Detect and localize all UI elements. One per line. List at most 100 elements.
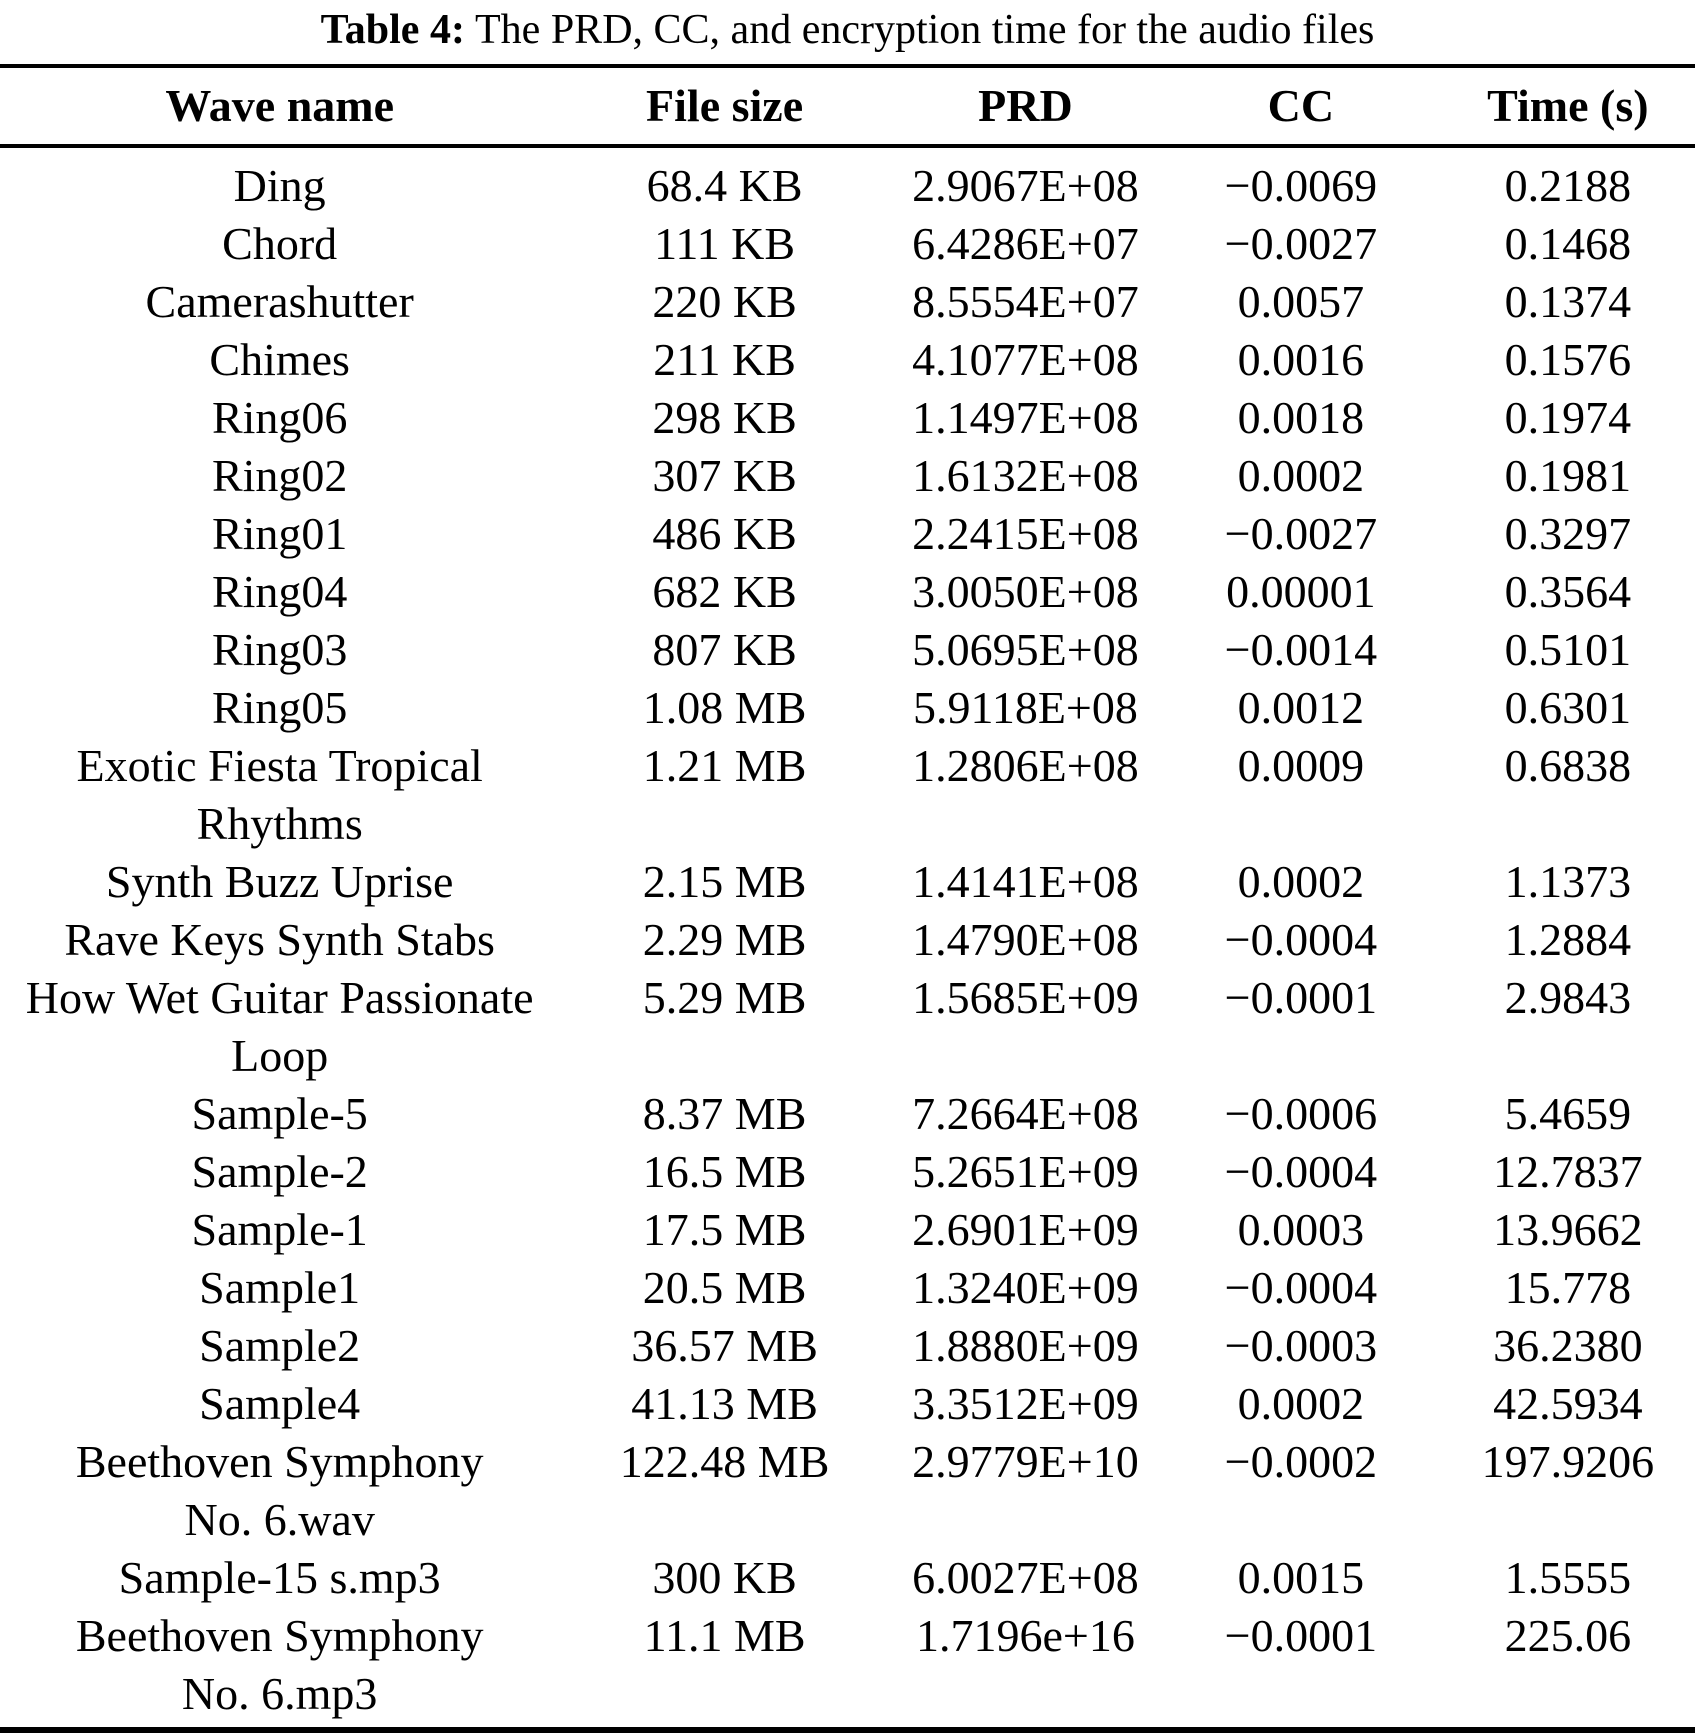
cell-file-size: 5.29 MB [642,972,807,1023]
cell-prd: 1.8880E+09 [912,1320,1139,1371]
cell-time: 0.6838 [1504,740,1632,791]
cell-time: 42.5934 [1493,1378,1643,1429]
cell-time: 0.3564 [1504,566,1632,617]
cell-wave-name: Sample1 [199,1262,361,1313]
cell-cc: −0.0014 [1224,624,1378,675]
cell-file-size: 307 KB [652,450,797,501]
cell-cc: −0.0003 [1224,1320,1378,1371]
cell-cc: −0.0006 [1224,1088,1378,1139]
table-row: Sample2 36.57 MB 1.8880E+09 −0.0003 36.2… [0,1317,1695,1375]
table-caption: Table 4: The PRD, CC, and encryption time… [0,0,1695,64]
cell-cc: 0.0057 [1237,276,1365,327]
cell-wave-name: Sample-1 [191,1204,368,1255]
cell-wave-name: Ring02 [211,450,348,501]
cell-prd: 1.4790E+08 [912,914,1139,965]
table-caption-label: Table 4: [320,7,465,53]
cell-cc: 0.0003 [1237,1204,1365,1255]
cell-file-size: 1.08 MB [642,682,807,733]
cell-file-size: 16.5 MB [642,1146,807,1197]
cell-prd: 5.2651E+09 [912,1146,1139,1197]
cell-cc: −0.0027 [1224,218,1378,269]
cell-prd: 6.4286E+07 [912,218,1139,269]
col-header-cc: CC [1161,66,1441,148]
cell-wave-name: Ring04 [211,566,348,617]
cell-prd: 2.2415E+08 [912,508,1139,559]
cell-file-size: 11.1 MB [643,1610,806,1661]
cell-file-size: 1.21 MB [642,740,807,791]
table-row: Sample-2 16.5 MB 5.2651E+09 −0.0004 12.7… [0,1143,1695,1201]
cell-file-size: 682 KB [652,566,797,617]
cell-time: 0.2188 [1504,160,1632,211]
cell-prd: 3.0050E+08 [912,566,1139,617]
table-row: How Wet Guitar Passionate Loop 5.29 MB 1… [0,969,1695,1085]
header-row: Wave name File size PRD CC Time (s) [0,66,1695,148]
cell-prd: 5.9118E+08 [913,682,1138,733]
table-row: Ring04 682 KB 3.0050E+08 0.00001 0.3564 [0,563,1695,621]
cell-file-size: 220 KB [652,276,797,327]
cell-time: 5.4659 [1504,1088,1632,1139]
cell-cc: −0.0001 [1224,1610,1378,1661]
cell-cc: 0.00001 [1226,566,1376,617]
cell-cc: −0.0002 [1224,1436,1378,1487]
cell-file-size: 122.48 MB [619,1436,830,1487]
table-row: Ring06 298 KB 1.1497E+08 0.0018 0.1974 [0,389,1695,447]
cell-wave-name: Beethoven Symphony No. 6.mp3 [75,1610,484,1719]
cell-wave-name: Camerashutter [145,276,414,327]
cell-time: 12.7837 [1493,1146,1643,1197]
table-row: Beethoven Symphony No. 6.wav 122.48 MB 2… [0,1433,1695,1549]
table-row: Ring03 807 KB 5.0695E+08 −0.0014 0.5101 [0,621,1695,679]
cell-file-size: 41.13 MB [631,1378,818,1429]
cell-cc: −0.0004 [1224,1146,1378,1197]
cell-cc: 0.0002 [1237,450,1365,501]
cell-wave-name: Ring06 [211,392,348,443]
cell-time: 0.1974 [1504,392,1632,443]
table-row: Synth Buzz Uprise 2.15 MB 1.4141E+08 0.0… [0,853,1695,911]
cell-file-size: 111 KB [654,218,796,269]
cell-prd: 1.5685E+09 [912,972,1139,1023]
cell-prd: 6.0027E+08 [912,1552,1139,1603]
cell-wave-name: Exotic Fiesta Tropical Rhythms [76,740,483,849]
cell-wave-name: Sample4 [199,1378,361,1429]
cell-wave-name: Rave Keys Synth Stabs [64,914,495,965]
cell-wave-name: Ding [233,160,326,211]
cell-file-size: 68.4 KB [646,160,803,211]
cell-file-size: 298 KB [652,392,797,443]
cell-wave-name: Synth Buzz Uprise [105,856,454,907]
cell-time: 13.9662 [1493,1204,1643,1255]
cell-prd: 1.7196e+16 [916,1610,1135,1661]
cell-time: 0.1576 [1504,334,1632,385]
cell-prd: 2.9779E+10 [912,1436,1139,1487]
table-row: Chimes 211 KB 4.1077E+08 0.0016 0.1576 [0,331,1695,389]
table-row: Sample-15 s.mp3 300 KB 6.0027E+08 0.0015… [0,1549,1695,1607]
cell-file-size: 807 KB [652,624,797,675]
table-caption-text: The PRD, CC, and encryption time for the… [475,7,1375,53]
cell-file-size: 300 KB [652,1552,797,1603]
cell-file-size: 36.57 MB [631,1320,818,1371]
cell-prd: 1.6132E+08 [912,450,1139,501]
cell-time: 1.1373 [1504,856,1632,907]
cell-wave-name: How Wet Guitar Passionate Loop [25,972,534,1081]
cell-wave-name: Sample2 [199,1320,361,1371]
cell-wave-name: Chord [222,218,338,269]
cell-wave-name: Ring05 [211,682,348,733]
cell-time: 0.1981 [1504,450,1632,501]
cell-wave-name: Sample-5 [191,1088,368,1139]
cell-time: 2.9843 [1504,972,1632,1023]
cell-wave-name: Ring03 [211,624,348,675]
cell-prd: 4.1077E+08 [912,334,1139,385]
cell-time: 1.2884 [1504,914,1632,965]
cell-prd: 8.5554E+07 [912,276,1139,327]
cell-cc: −0.0027 [1224,508,1378,559]
cell-file-size: 211 KB [653,334,796,385]
table-row: Sample4 41.13 MB 3.3512E+09 0.0002 42.59… [0,1375,1695,1433]
cell-cc: 0.0002 [1237,856,1365,907]
cell-time: 0.5101 [1504,624,1632,675]
col-header-file-size: File size [559,66,890,148]
cell-cc: −0.0069 [1224,160,1378,211]
cell-time: 197.9206 [1481,1436,1655,1487]
cell-cc: 0.0018 [1237,392,1365,443]
cell-cc: −0.0004 [1224,914,1378,965]
cell-cc: 0.0015 [1237,1552,1365,1603]
cell-cc: 0.0009 [1237,740,1365,791]
